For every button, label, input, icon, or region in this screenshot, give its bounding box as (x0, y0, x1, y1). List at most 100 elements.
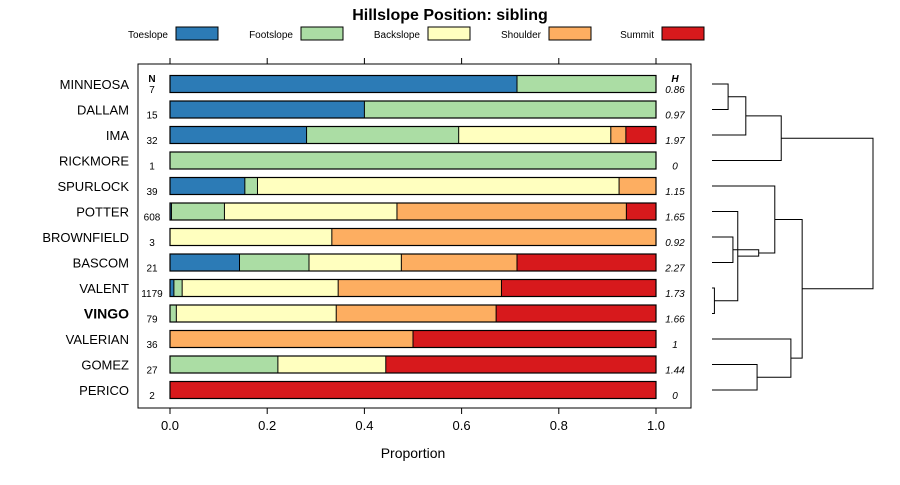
bar-segment-spurlock-toeslope (170, 177, 245, 195)
dendrogram-branch (712, 83, 729, 110)
bar-segment-valerian-shoulder (170, 330, 413, 348)
dendrogram-branch (774, 218, 803, 359)
bar-segment-spurlock-backslope (257, 177, 620, 195)
h-value-ima: 1.97 (665, 136, 685, 147)
bar-segment-perico-summit (170, 381, 656, 399)
category-label-perico: PERICO (79, 383, 129, 398)
bar-segment-vingo-footslope (170, 305, 177, 322)
bar-segment-valent-footslope (173, 279, 183, 297)
n-value-brownfield: 3 (149, 238, 155, 249)
dendrogram-branch (781, 137, 874, 290)
bar-row-perico: PERICO 2 0 (79, 380, 678, 402)
dendrogram-branch (712, 236, 734, 263)
bar-row-potter: POTTER 608 1.65 (76, 202, 685, 224)
bar-outline-perico (169, 380, 657, 400)
bar-segment-gomez-backslope (277, 356, 386, 373)
h-value-rickmore: 0 (672, 162, 678, 173)
bar-segment-potter-footslope (171, 203, 225, 220)
bar-segment-valent-toeslope (170, 279, 174, 297)
legend-swatch-footslope (300, 26, 344, 41)
bar-row-spurlock: SPURLOCK 39 1.15 (57, 176, 685, 198)
n-value-rickmore: 1 (149, 162, 155, 173)
bar-segment-bascom-shoulder (401, 254, 518, 271)
bar-outline-ima (169, 125, 657, 145)
bar-segment-ima-summit (625, 126, 656, 144)
x-tick-label: 0.0 (161, 418, 179, 433)
n-column-header: N (148, 74, 155, 85)
n-value-valent: 1179 (141, 289, 163, 300)
bar-row-vingo: VINGO 79 1.66 (84, 304, 685, 326)
category-label-rickmore: RICKMORE (59, 154, 129, 169)
dendrogram-branch (712, 287, 715, 314)
bar-segment-vingo-summit (496, 305, 656, 322)
x-axis: 0.0 0.2 0.4 0.6 0.8 1.0 (161, 58, 665, 433)
chart-title: Hillslope Position: sibling (352, 7, 548, 24)
dendrogram (712, 83, 874, 391)
legend-swatch-toeslope (175, 26, 219, 41)
bar-segment-valent-summit (501, 279, 656, 297)
n-value-dallam: 15 (146, 111, 158, 122)
bar-row-bascom: BASCOM 21 2.27 (73, 253, 685, 275)
bar-segment-valerian-summit (413, 330, 656, 348)
bar-segment-ima-toeslope (170, 126, 307, 144)
bar-segment-brownfield-backslope (170, 228, 332, 246)
category-label-dallam: DALLAM (77, 103, 129, 118)
bar-segment-ima-backslope (458, 126, 611, 144)
bar-outline-bascom (169, 253, 657, 272)
h-column-header: H (671, 74, 679, 85)
h-value-valerian: 1 (672, 340, 678, 351)
bar-row-minneosa: MINNEOSA 7 0.86 (60, 74, 685, 96)
bar-row-brownfield: BROWNFIELD 3 0.92 (42, 227, 685, 249)
dendrogram-branch (712, 185, 776, 254)
dendrogram-branch (712, 364, 758, 391)
h-value-valent: 1.73 (665, 289, 685, 300)
bar-segment-gomez-summit (385, 356, 656, 373)
h-value-potter: 1.65 (665, 213, 685, 224)
x-tick-label: 0.8 (550, 418, 568, 433)
h-value-brownfield: 0.92 (665, 238, 685, 249)
category-label-vingo: VINGO (84, 306, 129, 322)
bar-segment-dallam-footslope (364, 101, 656, 118)
legend-swatch-shoulder (548, 26, 592, 41)
legend-label-footslope: Footslope (249, 30, 293, 41)
x-tick-label: 0.2 (258, 418, 276, 433)
n-value-valerian: 36 (146, 340, 158, 351)
bar-segment-valent-shoulder (338, 279, 502, 297)
bar-segment-minneosa-toeslope (170, 75, 518, 93)
bar-segment-ima-shoulder (610, 126, 626, 144)
bar-row-valent: VALENT 1179 1.73 (79, 278, 685, 300)
bar-outline-spurlock (169, 176, 657, 196)
bar-segment-minneosa-footslope (517, 75, 656, 93)
x-tick-label: 1.0 (647, 418, 665, 433)
category-label-minneosa: MINNEOSA (60, 77, 130, 92)
h-value-minneosa: 0.86 (665, 85, 685, 96)
legend-swatch-summit (661, 26, 705, 41)
bar-row-valerian: VALERIAN 36 1 (66, 329, 678, 351)
bar-segment-rickmore-footslope (170, 152, 656, 169)
legend-label-shoulder: Shoulder (501, 30, 542, 41)
dendrogram-branch (712, 115, 782, 161)
bar-outline-valerian (169, 329, 657, 349)
bar-outline-gomez (169, 355, 657, 374)
n-value-minneosa: 7 (149, 85, 155, 96)
dendrogram-branch (712, 211, 739, 302)
bar-segment-bascom-footslope (239, 254, 309, 271)
bar-outline-vingo (169, 304, 657, 323)
n-value-potter: 608 (144, 213, 161, 224)
category-label-brownfield: BROWNFIELD (42, 230, 129, 245)
bar-segment-dallam-toeslope (170, 101, 365, 118)
n-value-spurlock: 39 (146, 187, 158, 198)
bar-segment-bascom-toeslope (170, 254, 240, 271)
bar-row-ima: IMA 32 1.97 (106, 125, 685, 147)
n-value-perico: 2 (149, 391, 155, 402)
bar-row-dallam: DALLAM 15 0.97 (77, 100, 685, 122)
bar-segment-bascom-summit (517, 254, 656, 271)
bar-outline-potter (169, 202, 657, 221)
dendrogram-branch (712, 338, 792, 378)
legend-label-backslope: Backslope (374, 30, 421, 41)
bar-segment-vingo-shoulder (336, 305, 497, 322)
bar-segment-potter-backslope (224, 203, 397, 220)
bar-segment-valent-backslope (182, 279, 339, 297)
